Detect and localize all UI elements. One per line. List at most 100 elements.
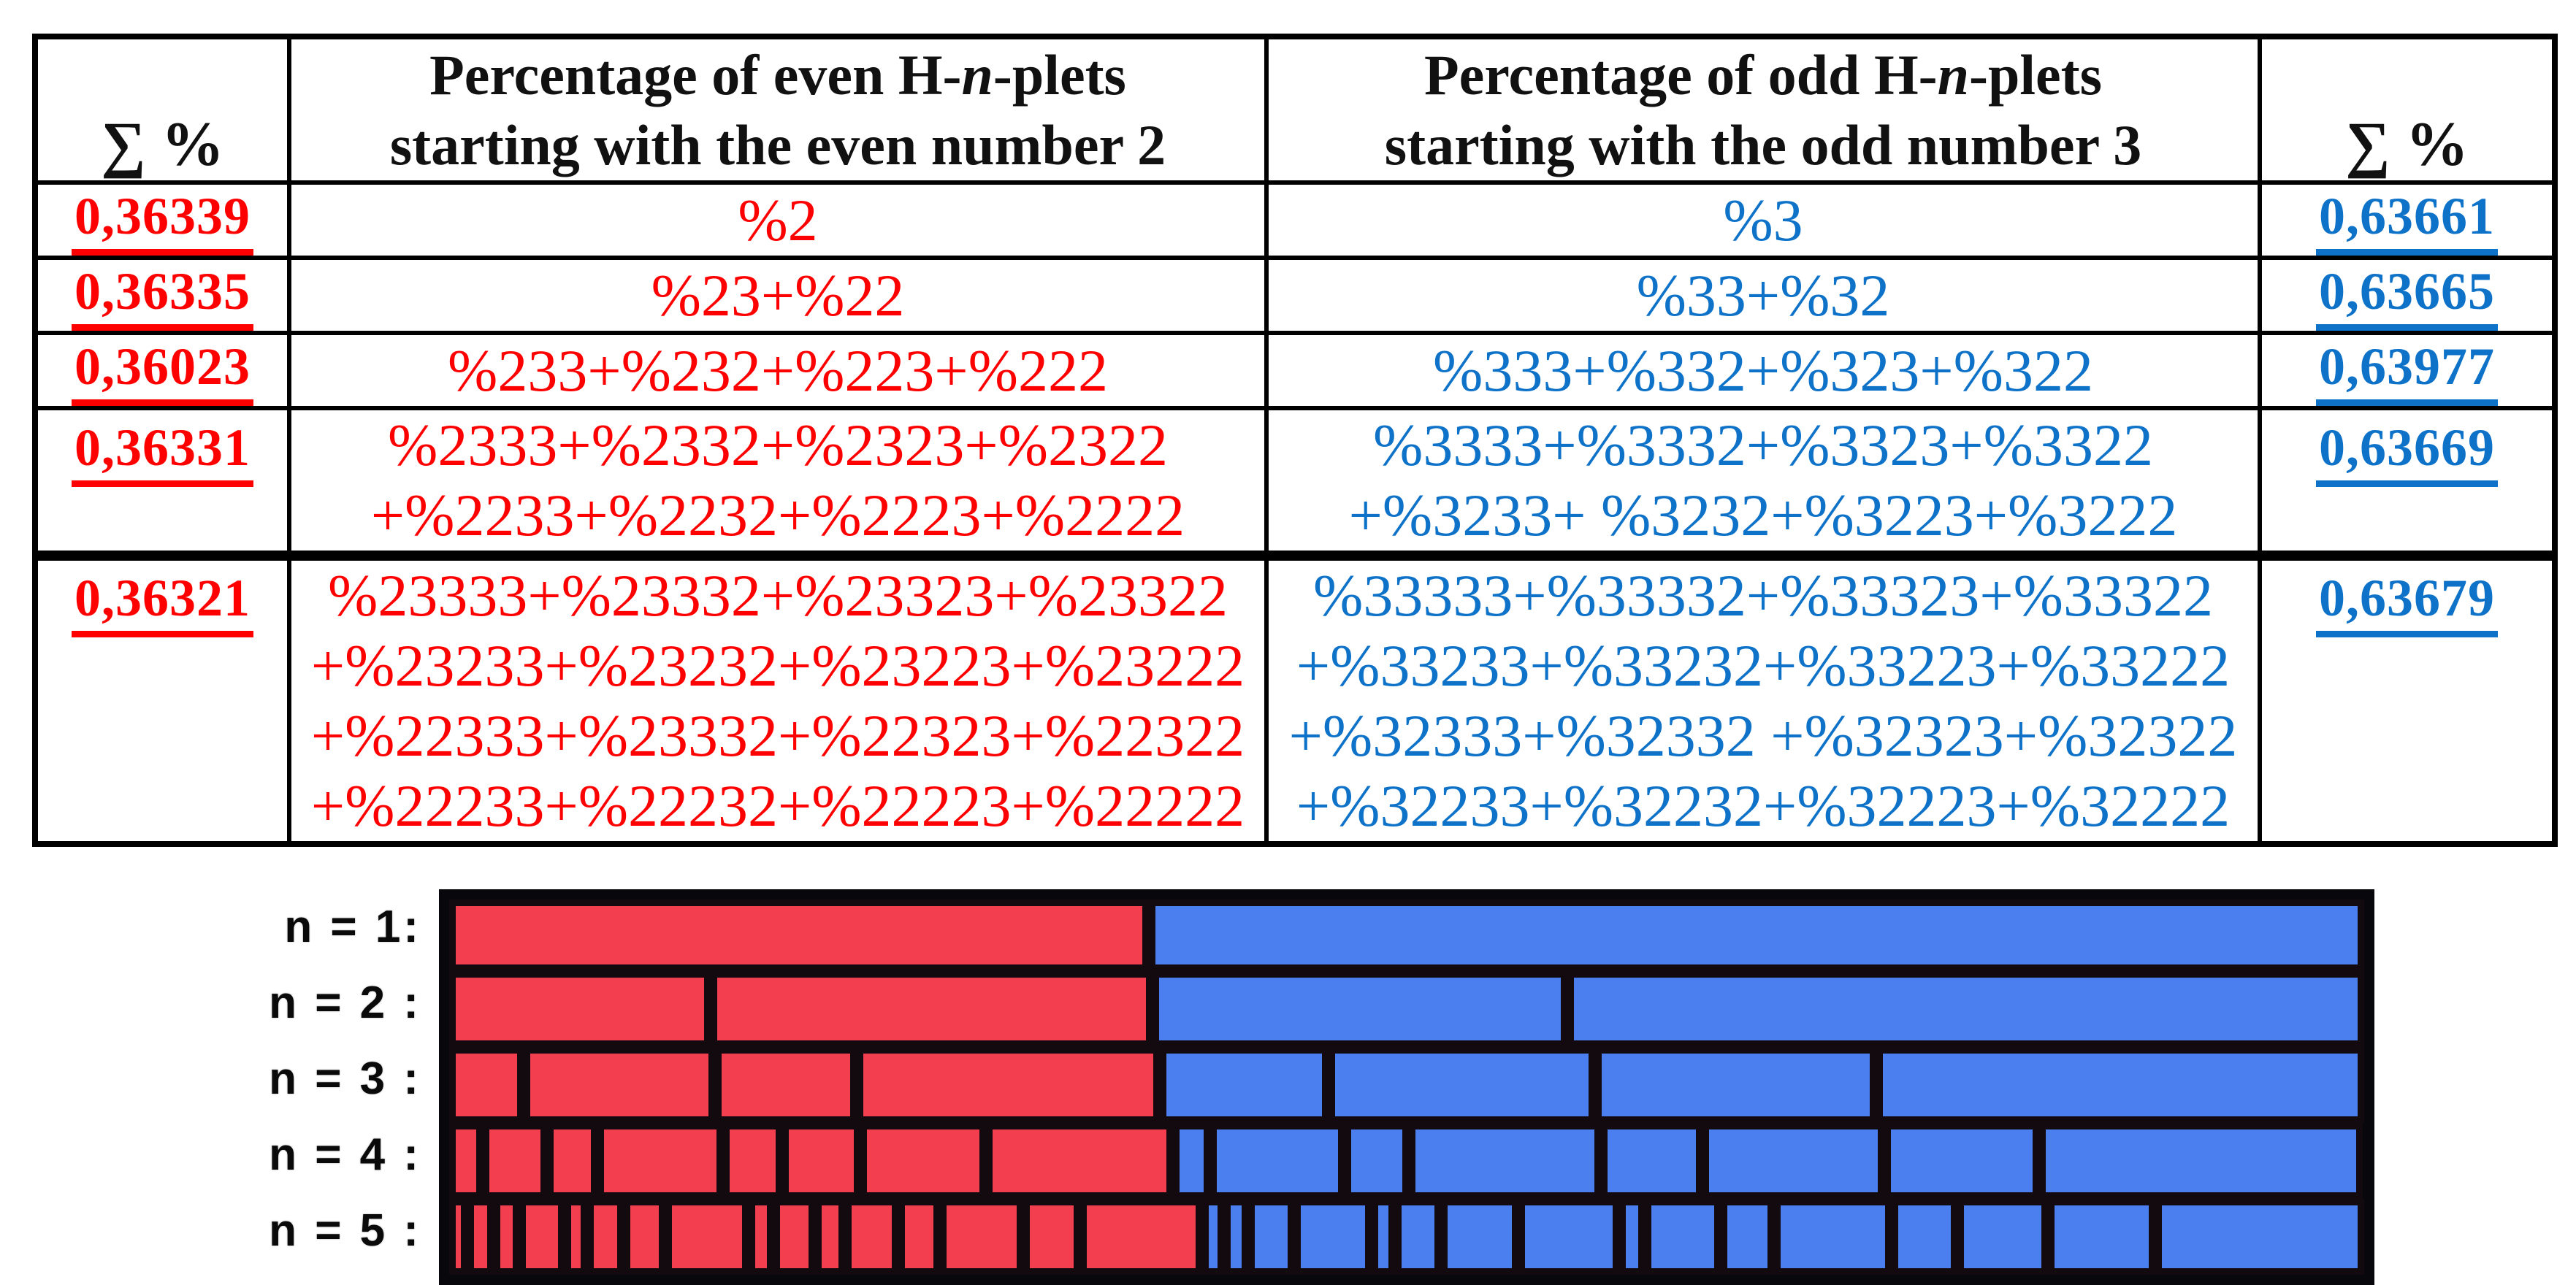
bar-segment-blue: [1247, 1199, 1294, 1275]
bar-segment-red: [449, 1199, 468, 1275]
chart-bars: [439, 889, 2374, 1285]
chart-label-row-n1: n = 1:: [178, 889, 439, 965]
bar-segment-blue: [1876, 1047, 2364, 1123]
bar-segment-red: [986, 1123, 1174, 1199]
even-plets-cell: %2333+%2332+%2323+%2322 +%2233+%2232+%222…: [287, 406, 1269, 558]
bar-segment-blue: [1644, 1199, 1721, 1275]
bar-segment-red: [1080, 1199, 1202, 1275]
bar-segment-blue: [1702, 1123, 1885, 1199]
odd-plets-line: %3333+%3332+%3323+%3322: [1373, 412, 2153, 478]
chart-label-row-n4: n = 4 :: [178, 1117, 439, 1193]
bar-row-n2: [449, 971, 2364, 1047]
bar-segment-red: [524, 1047, 716, 1123]
bar-segment-red: [449, 1047, 524, 1123]
odd-plets-line: %33+%32: [1636, 261, 1890, 329]
table-row-n4: 0,36331 %2333+%2332+%2323+%2322 +%2233+%22…: [33, 406, 2557, 558]
even-plets-cell: %2: [287, 180, 1269, 260]
bar-segment-red: [844, 1199, 898, 1275]
percentages-table: ∑ % Percentage of even H-n-plets startin…: [32, 34, 2558, 847]
sum-odd-cell: 0,63977: [2258, 331, 2557, 410]
chart-label-row-n5: n = 5 :: [178, 1193, 439, 1269]
bar-segment-red: [715, 1047, 857, 1123]
bar-segment-red: [493, 1199, 520, 1275]
header-even-line2: starting with the even number 2: [389, 112, 1166, 177]
bar-segment-red: [597, 1123, 724, 1199]
row-label-n1: n = 1:: [284, 902, 421, 952]
bar-row-n3: [449, 1047, 2364, 1123]
bar-row-n5: [449, 1199, 2364, 1275]
even-plets-line: %2333+%2332+%2323+%2322: [388, 412, 1168, 478]
sum-even-value: 0,36339: [72, 187, 253, 253]
header-odd-col: Percentage of odd H-n-plets starting wit…: [1264, 34, 2262, 185]
bar-segment-blue: [1957, 1199, 2049, 1275]
odd-plets-line: +%32233+%32232+%32223+%32222: [1296, 772, 2231, 839]
bar-segment-red: [665, 1199, 749, 1275]
bar-segment-blue: [1394, 1199, 1441, 1275]
bar-segment-red: [449, 971, 711, 1047]
odd-plets-cell: %3: [1264, 180, 2262, 260]
bar-segment-red: [773, 1199, 816, 1275]
sum-odd-cell: 0,63665: [2258, 256, 2557, 335]
odd-plets-cell: %33333+%33332+%33323+%33322 +%33233+%3323…: [1264, 551, 2262, 846]
bar-segment-red: [860, 1123, 987, 1199]
bar-segment-blue: [1148, 900, 2364, 971]
bar-segment-blue: [1201, 1199, 1225, 1275]
row-label-n4: n = 4 :: [269, 1129, 421, 1180]
bar-segment-red: [1023, 1199, 1081, 1275]
bar-segment-red: [587, 1199, 624, 1275]
bar-segment-blue: [2038, 1123, 2363, 1199]
mosaic-chart: n = 1: n = 2 : n = 3 : n = 4 : n = 5 :: [178, 889, 2374, 1285]
odd-plets-line: %33333+%33332+%33323+%33322: [1313, 562, 2213, 629]
bar-segment-red: [723, 1123, 783, 1199]
even-plets-cell: %233+%232+%223+%222: [287, 331, 1269, 410]
bar-segment-blue: [1344, 1123, 1409, 1199]
bar-segment-blue: [1371, 1199, 1395, 1275]
odd-plets-line: +%3233+ %3232+%3223+%3222: [1348, 482, 2178, 548]
bar-segment-red: [564, 1199, 588, 1275]
sum-even-cell: 0,36321: [33, 551, 291, 846]
sum-even-value: 0,36321: [72, 567, 253, 637]
header-even-col: Percentage of even H-n-plets starting wi…: [287, 34, 1269, 185]
bar-segment-blue: [1440, 1199, 1518, 1275]
sum-odd-value: 0,63679: [2316, 567, 2498, 637]
odd-plets-cell: %33+%32: [1264, 256, 2262, 335]
even-plets-line: +%22233+%22232+%22223+%22222: [310, 772, 1245, 839]
bar-segment-blue: [1892, 1199, 1957, 1275]
bar-segment-red: [898, 1199, 940, 1275]
table-row-n1: 0,36339 %2 %3 0,63661: [33, 180, 2557, 260]
sum-even-value: 0,36335: [72, 262, 253, 329]
bar-segment-blue: [1224, 1199, 1248, 1275]
table-row-n5: 0,36321 %23333+%23332+%23323+%23322 +%2323…: [33, 551, 2557, 846]
bar-segment-red: [449, 900, 1149, 971]
even-plets-line: +%2233+%2232+%2223+%2222: [370, 482, 1185, 548]
sum-odd-cell: 0,63679: [2258, 551, 2557, 846]
bar-segment-red: [547, 1123, 598, 1199]
bar-segment-blue: [1619, 1199, 1645, 1275]
header-sum-even: ∑ %: [33, 34, 291, 185]
bar-segment-red: [748, 1199, 773, 1275]
bar-segment-blue: [1173, 1123, 1210, 1199]
table-row-n2: 0,36335 %23+%22 %33+%32 0,63665: [33, 256, 2557, 335]
bar-segment-red: [467, 1199, 494, 1275]
chart-label-row-n2: n = 2 :: [178, 965, 439, 1041]
sum-even-cell: 0,36331: [33, 406, 291, 558]
chart-label-row-n3: n = 3 :: [178, 1041, 439, 1117]
bar-segment-blue: [1884, 1123, 2039, 1199]
sum-odd-value: 0,63977: [2316, 337, 2498, 404]
chart-labels: n = 1: n = 2 : n = 3 : n = 4 : n = 5 :: [178, 889, 439, 1269]
sum-odd-value: 0,63669: [2316, 416, 2498, 487]
odd-plets-line: +%32333+%32332 +%32323+%32322: [1288, 702, 2238, 769]
bar-segment-blue: [2048, 1199, 2156, 1275]
bar-segment-red: [483, 1123, 548, 1199]
header-even-line1: Percentage of even H-n-plets: [429, 42, 1126, 107]
bar-segment-red: [857, 1047, 1160, 1123]
even-plets-line: %2: [738, 186, 818, 253]
bar-segment-red: [623, 1199, 665, 1275]
sum-even-cell: 0,36335: [33, 256, 291, 335]
bar-segment-red: [939, 1199, 1023, 1275]
even-plets-cell: %23+%22: [287, 256, 1269, 335]
bar-segment-blue: [1209, 1123, 1345, 1199]
bar-segment-blue: [1567, 971, 2364, 1047]
header-sum-odd: ∑ %: [2258, 34, 2557, 185]
